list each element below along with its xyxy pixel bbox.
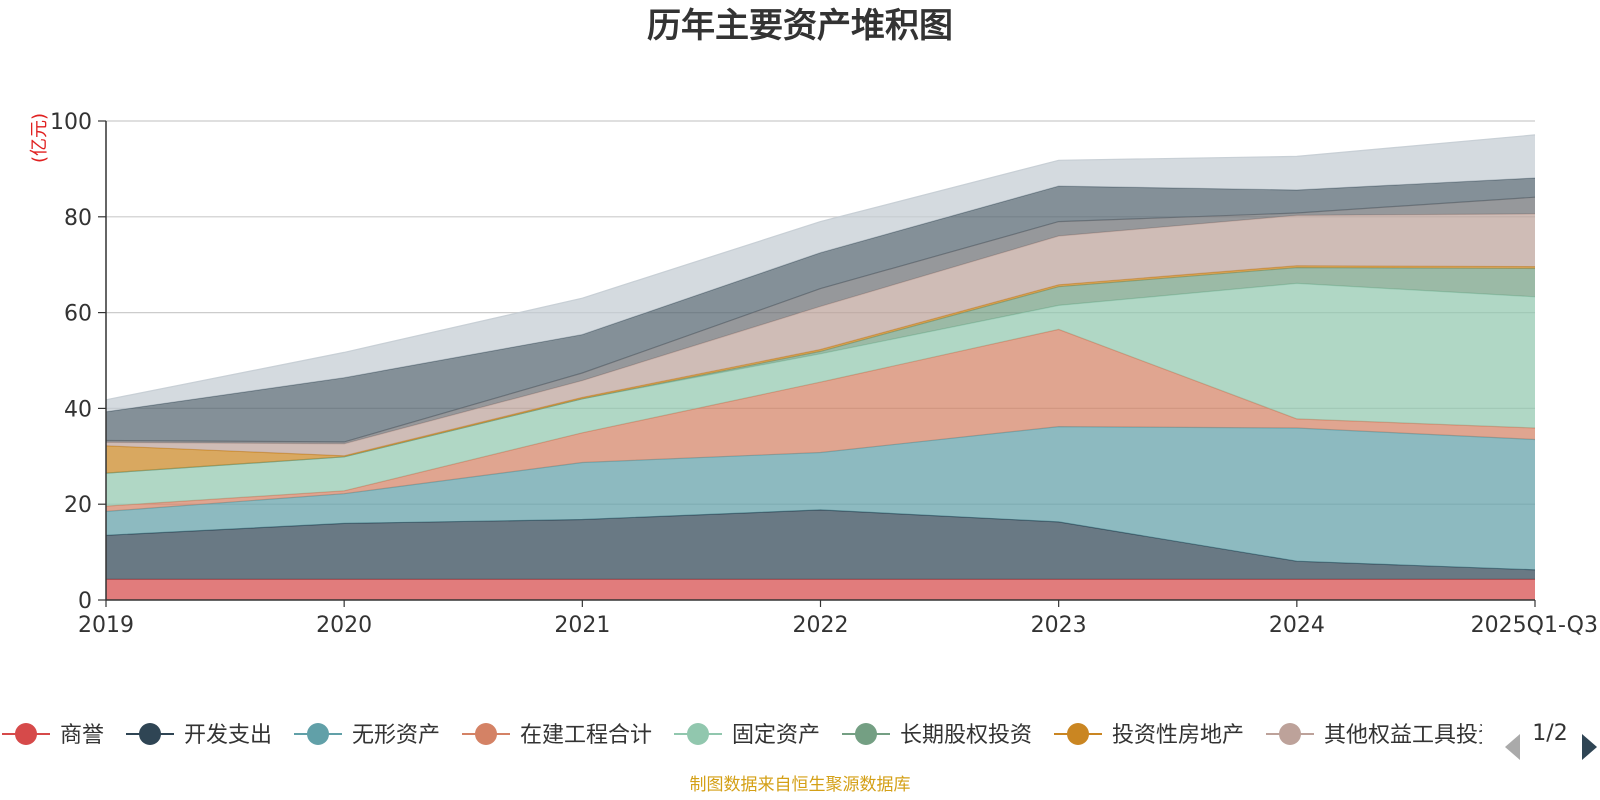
legend-item[interactable]: 在建工程合计 xyxy=(462,723,652,748)
legend-pager: 1/2 xyxy=(1505,721,1597,760)
legend-marker-icon xyxy=(139,723,161,745)
legend-marker-icon xyxy=(1067,723,1089,745)
x-tick-label: 2024 xyxy=(1269,613,1325,638)
chart-title: 历年主要资产堆积图 xyxy=(647,6,953,46)
area-series-4 xyxy=(106,283,1535,507)
x-tick-label: 2023 xyxy=(1031,613,1087,638)
legend-marker-icon xyxy=(475,723,497,745)
area-series-7 xyxy=(106,213,1535,456)
axes: 2019 2020 2021 2022 2023 2024 2025Q1-Q3 xyxy=(78,121,1598,638)
legend-label: 投资性房地产 xyxy=(1112,723,1244,748)
legend-item[interactable]: 开发支出 xyxy=(126,723,272,748)
legend-item[interactable]: 固定资产 xyxy=(674,723,820,748)
legend-marker-icon xyxy=(15,723,37,745)
x-tick-label: 2019 xyxy=(78,613,134,638)
legend-label: 开发支出 xyxy=(184,723,272,748)
x-tick-label: 2022 xyxy=(793,613,849,638)
x-tick-label: 2025Q1-Q3 xyxy=(1471,613,1598,638)
legend-page-indicator: 1/2 xyxy=(1532,721,1567,746)
area-series-5 xyxy=(106,267,1535,474)
y-tick-label: 40 xyxy=(64,397,92,422)
legend: 商誉 开发支出 无形资产 在建工程合计 固定资产 长期股权投资 投资性房地产 其他权益工具投资 xyxy=(2,723,1500,748)
legend-item[interactable]: 长期股权投资 xyxy=(842,723,1032,748)
area-series-3 xyxy=(106,329,1535,512)
y-tick-label: 80 xyxy=(64,206,92,231)
source-note: 制图数据来自恒生聚源数据库 xyxy=(690,775,911,795)
legend-marker-icon xyxy=(1279,723,1301,745)
x-tick-label: 2020 xyxy=(316,613,372,638)
y-axis-unit-label: (亿元) xyxy=(29,113,50,163)
legend-label: 其他权益工具投资 xyxy=(1324,723,1500,748)
legend-label: 无形资产 xyxy=(352,723,440,748)
legend-marker-icon xyxy=(687,723,709,745)
y-tick-label: 20 xyxy=(64,493,92,518)
area-series-1 xyxy=(106,509,1535,580)
legend-marker-icon xyxy=(855,723,877,745)
legend-item[interactable]: 无形资产 xyxy=(294,723,440,748)
y-tick-label: 0 xyxy=(78,589,92,614)
legend-marker-icon xyxy=(307,723,329,745)
legend-label: 商誉 xyxy=(60,723,104,748)
legend-label: 在建工程合计 xyxy=(520,723,652,748)
area-series-0 xyxy=(106,579,1535,600)
legend-next-page-icon[interactable] xyxy=(1582,734,1597,760)
legend-item[interactable]: 投资性房地产 xyxy=(1054,723,1244,748)
y-tick-label: 60 xyxy=(64,302,92,327)
x-tick-label: 2021 xyxy=(554,613,610,638)
legend-label: 长期股权投资 xyxy=(900,723,1032,748)
legend-item[interactable]: 商誉 xyxy=(2,723,104,748)
legend-item[interactable]: 其他权益工具投资 xyxy=(1266,723,1500,748)
legend-label: 固定资产 xyxy=(732,723,820,748)
area-series-10 xyxy=(106,134,1535,412)
legend-prev-page-icon[interactable] xyxy=(1505,734,1520,760)
area-series-2 xyxy=(106,426,1535,570)
stacked-areas xyxy=(105,134,1536,600)
area-series-line-10 xyxy=(105,134,1536,401)
y-tick-label: 100 xyxy=(50,110,92,135)
area-series-9 xyxy=(106,178,1535,442)
